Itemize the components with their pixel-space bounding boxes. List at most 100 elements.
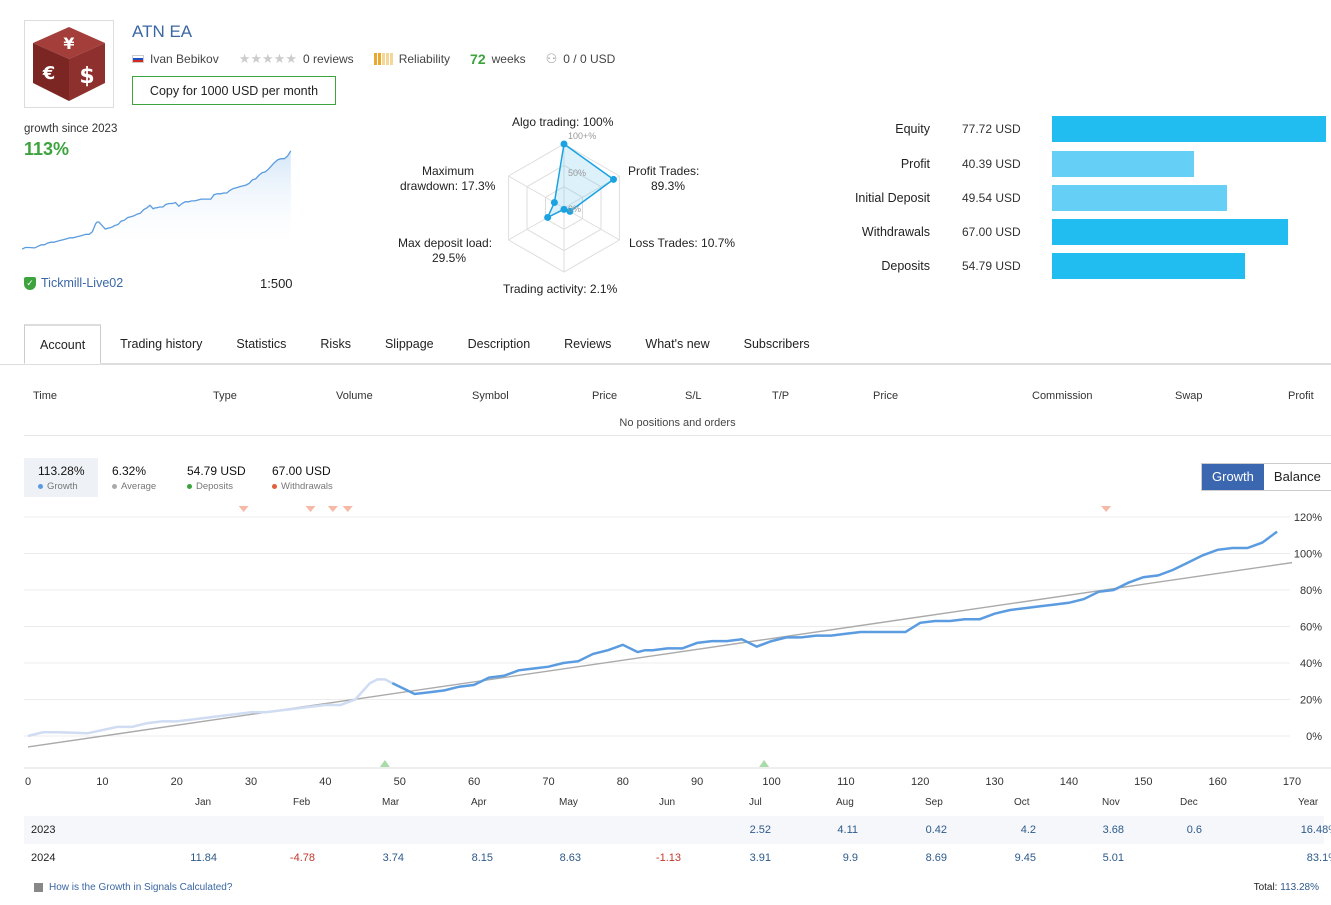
radar-point xyxy=(550,198,558,206)
reliability-label: Reliability xyxy=(398,52,451,66)
month-header: Jan xyxy=(195,797,212,808)
tab-slippage[interactable]: Slippage xyxy=(384,337,434,351)
stat-deposits[interactable]: 54.79 USD Deposits xyxy=(173,458,260,497)
tab-whats-new[interactable]: What's new xyxy=(645,337,710,351)
month-value: 11.84 xyxy=(190,852,217,864)
radar-label-loss: Loss Trades: 10.7% xyxy=(629,236,736,250)
signal-logo: ¥ € $ xyxy=(24,20,114,108)
year-label: 2023 xyxy=(31,824,56,836)
bar-label: Deposits xyxy=(881,259,930,273)
col-profit[interactable]: Profit xyxy=(1288,390,1314,402)
month-header: Apr xyxy=(471,797,487,808)
reviews-count[interactable]: 0 reviews xyxy=(303,52,354,66)
deposit-marker-icon xyxy=(379,760,390,767)
month-value: -1.13 xyxy=(655,852,681,864)
month-header: Feb xyxy=(293,797,311,808)
month-value: 16.48% xyxy=(1300,824,1331,836)
broker-server[interactable]: ✓ Tickmill-Live02 xyxy=(24,276,123,290)
year-row-2023: 2023 2.52 4.11 0.42 4.2 3.68 0.6 16.48% xyxy=(24,816,1331,844)
month-value: 2.52 xyxy=(749,824,771,836)
col-swap[interactable]: Swap xyxy=(1175,390,1203,402)
bar-row-withdrawals: Withdrawals 67.00 USD xyxy=(800,219,1330,245)
radar-label-profit: Profit Trades: xyxy=(628,164,700,178)
tab-reviews[interactable]: Reviews xyxy=(564,337,612,351)
col-symbol[interactable]: Symbol xyxy=(472,390,509,402)
growth-help-link[interactable]: How is the Growth in Signals Calculated? xyxy=(34,882,232,893)
stat-growth[interactable]: 113.28% Growth xyxy=(24,458,98,497)
col-price[interactable]: Price xyxy=(592,390,618,402)
radar-point xyxy=(560,205,568,213)
growth-chart: 0% 20% 40% 60% 80% 100% 120% 0 10 20 30 40 50 60 70 80 9… xyxy=(24,506,1331,788)
withdrawal-marker-icon xyxy=(238,506,249,512)
y-tick-label: 100% xyxy=(1294,549,1322,561)
total-value: 113.28% xyxy=(1280,882,1319,893)
total-growth: Total: 113.28% xyxy=(1254,882,1319,893)
x-tick-label: 20 xyxy=(171,776,183,788)
signal-title[interactable]: ATN EA xyxy=(132,22,193,41)
growth-toggle-button[interactable]: Growth xyxy=(1202,464,1264,490)
author-name[interactable]: Ivan Bebikov xyxy=(150,52,219,66)
col-volume[interactable]: Volume xyxy=(336,390,373,402)
bar-value: 67.00 USD xyxy=(962,225,1021,239)
average-dot-icon xyxy=(112,484,117,489)
month-header: Mar xyxy=(382,797,400,808)
average-line xyxy=(27,561,1293,748)
copy-subscribe-button[interactable]: Copy for 1000 USD per month xyxy=(132,76,336,105)
x-tick-label: 70 xyxy=(542,776,554,788)
col-price-current[interactable]: Price xyxy=(873,390,899,402)
svg-text:€: € xyxy=(42,63,56,84)
bar-row-profit: Profit 40.39 USD xyxy=(800,151,1330,177)
svg-text:¥: ¥ xyxy=(63,34,74,53)
tab-subscribers[interactable]: Subscribers xyxy=(743,337,810,351)
bar-label: Initial Deposit xyxy=(854,191,930,205)
year-row-2024: 2024 11.84 -4.78 3.74 8.15 8.63 -1.13 3.91 9.9 8… xyxy=(24,844,1331,872)
tab-statistics[interactable]: Statistics xyxy=(236,337,287,351)
tab-trading-history[interactable]: Trading history xyxy=(120,337,203,351)
month-header: Jun xyxy=(659,797,676,808)
server-name[interactable]: Tickmill-Live02 xyxy=(41,276,124,290)
weeks-label: weeks xyxy=(491,52,526,66)
radar-label-profit-value: 89.3% xyxy=(651,179,686,193)
help-icon xyxy=(34,883,43,892)
year-label: 2024 xyxy=(31,852,56,864)
bar-row-deposits: Deposits 54.79 USD xyxy=(800,253,1330,279)
month-value: 3.68 xyxy=(1102,824,1124,836)
chart-mode-toggle: Growth Balance xyxy=(1201,463,1331,491)
reliability-bars-icon xyxy=(373,53,393,65)
stat-deposits-value: 54.79 USD xyxy=(187,464,246,478)
month-value: 4.11 xyxy=(837,824,858,836)
radar-point xyxy=(609,175,617,183)
radar-label-drawdown-value: drawdown: 17.3% xyxy=(400,179,496,193)
radar-label-activity: Trading activity: 2.1% xyxy=(503,282,618,296)
bar-row-initial-deposit: Initial Deposit 49.54 USD xyxy=(800,185,1330,211)
col-tp[interactable]: T/P xyxy=(772,390,790,402)
tab-account[interactable]: Account xyxy=(24,324,102,364)
rating-stars-icon: ★★★★★ xyxy=(238,51,297,66)
stat-average[interactable]: 6.32% Average xyxy=(98,458,170,497)
col-commission[interactable]: Commission xyxy=(1032,390,1093,402)
month-value: 4.2 xyxy=(1020,824,1036,836)
month-value: 3.74 xyxy=(382,852,404,864)
month-value: 8.69 xyxy=(925,852,947,864)
col-type[interactable]: Type xyxy=(213,390,237,402)
stat-growth-value: 113.28% xyxy=(38,464,85,478)
withdrawal-marker-icon xyxy=(327,506,338,512)
x-tick-label: 130 xyxy=(985,776,1003,788)
tab-description[interactable]: Description xyxy=(467,337,531,351)
x-tick-label: 170 xyxy=(1283,776,1301,788)
col-sl[interactable]: S/L xyxy=(685,390,702,402)
leverage: 1:500 xyxy=(260,276,293,291)
balance-toggle-button[interactable]: Balance xyxy=(1273,469,1321,484)
col-time[interactable]: Time xyxy=(33,390,58,402)
month-value: -4.78 xyxy=(289,852,315,864)
x-tick-label: 50 xyxy=(394,776,406,788)
withdrawal-marker-icon xyxy=(342,506,353,512)
stat-withdrawals[interactable]: 67.00 USD Withdrawals xyxy=(258,458,347,497)
tab-risks[interactable]: Risks xyxy=(320,337,351,351)
growth-value: 113% xyxy=(24,139,70,159)
x-tick-label: 120 xyxy=(911,776,929,788)
x-tick-label: 40 xyxy=(319,776,331,788)
stat-average-label: Average xyxy=(121,481,157,492)
radar-label-deposit-load: Max deposit load: xyxy=(398,236,493,250)
growth-help-text[interactable]: How is the Growth in Signals Calculated? xyxy=(49,882,233,893)
